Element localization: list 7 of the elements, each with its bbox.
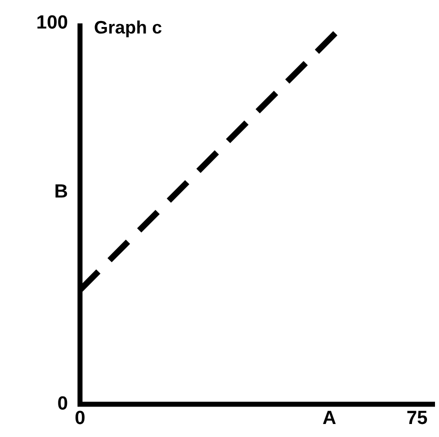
x-tick-label: 75 bbox=[406, 408, 428, 429]
x-tick-label: 0 bbox=[74, 408, 86, 429]
y-tick-label: 100 bbox=[36, 12, 68, 34]
chart-title: Graph c bbox=[94, 17, 162, 38]
y-tick-label: 0 bbox=[57, 393, 68, 414]
y-tick-label: B bbox=[54, 182, 68, 203]
x-tick-label: A bbox=[322, 408, 337, 429]
